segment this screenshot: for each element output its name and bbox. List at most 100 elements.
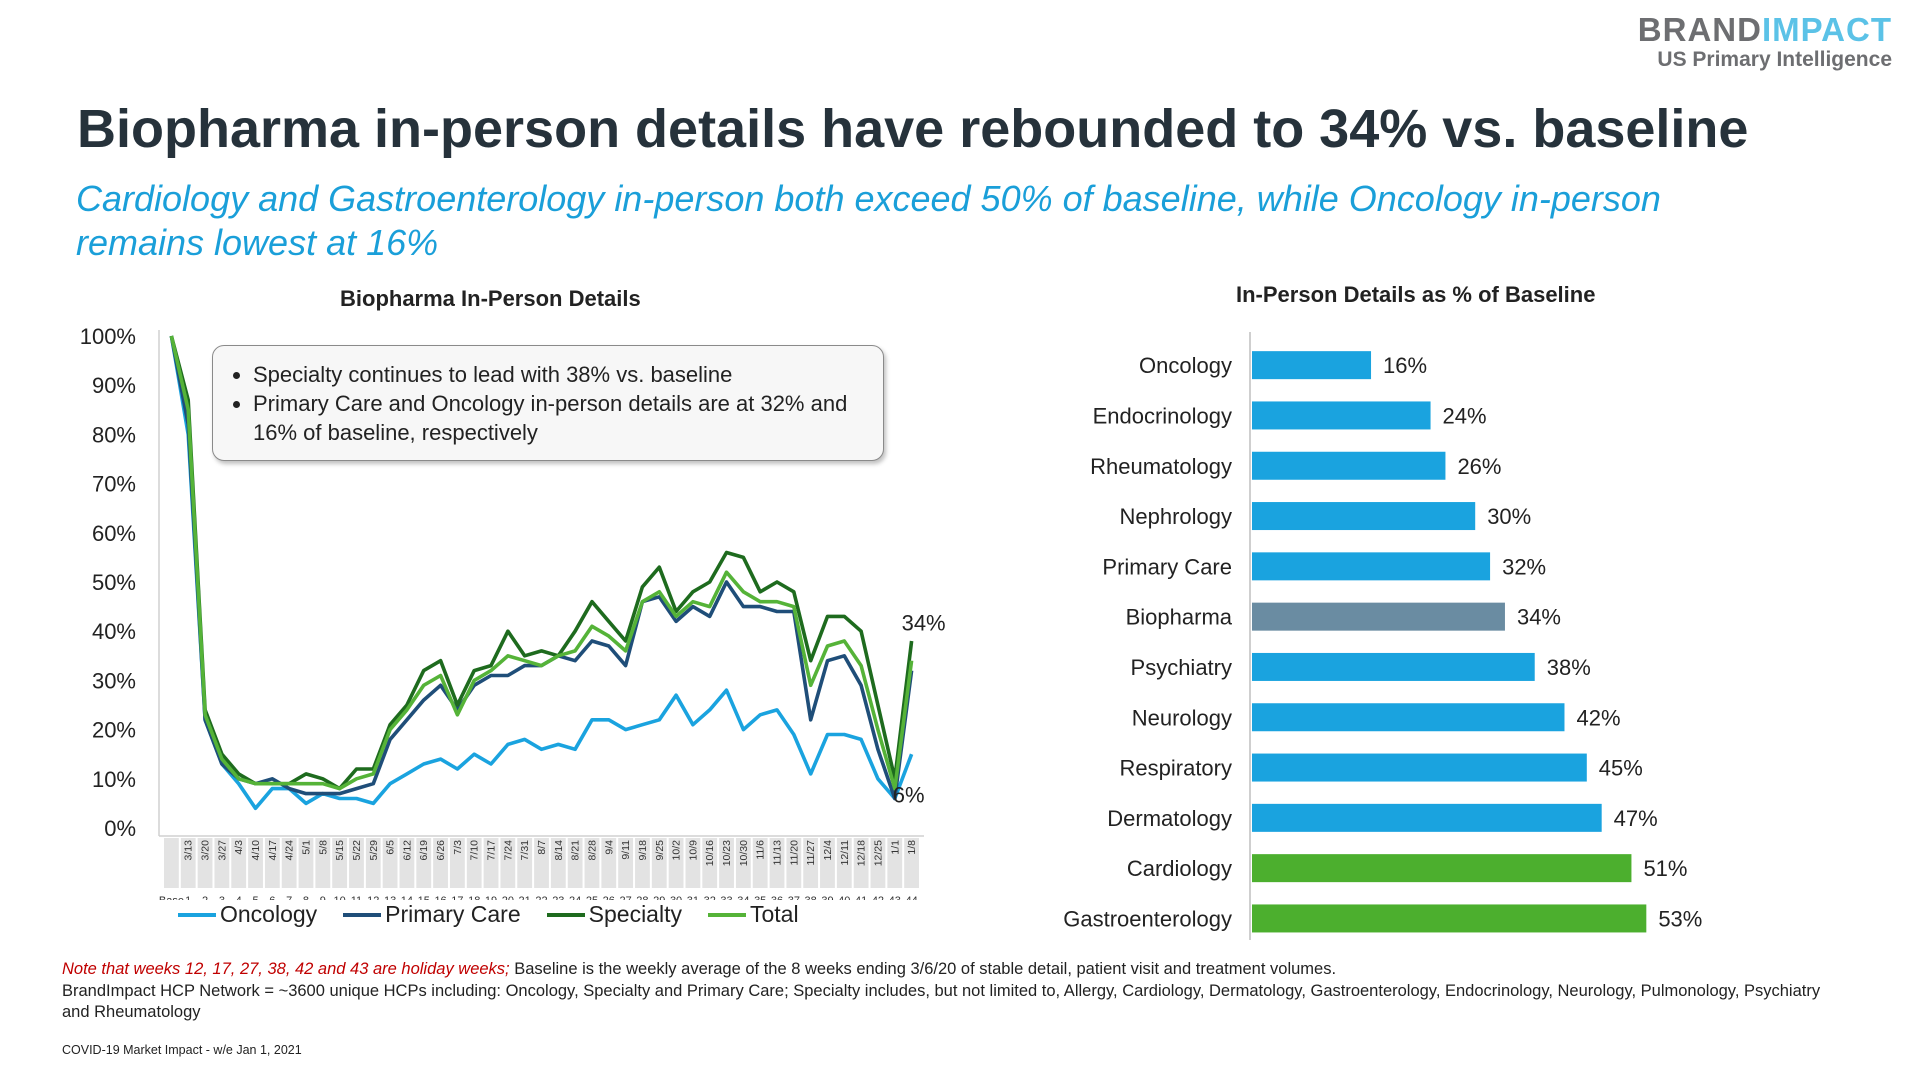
x-week-label: 22 bbox=[535, 895, 547, 900]
x-week-label: 32 bbox=[704, 895, 716, 900]
x-week-label: 17 bbox=[451, 895, 463, 900]
x-date-label: 12/25 bbox=[872, 840, 884, 866]
y-tick-label: 20% bbox=[92, 718, 136, 743]
x-date-label: 11/27 bbox=[805, 840, 817, 866]
legend-swatch bbox=[707, 912, 746, 917]
legend-swatch bbox=[343, 912, 382, 917]
x-category-band bbox=[248, 838, 263, 888]
x-category-band bbox=[719, 838, 734, 888]
bar-value-label: 53% bbox=[1658, 906, 1702, 931]
x-week-label: 6 bbox=[269, 895, 275, 900]
x-category-band bbox=[584, 838, 600, 888]
x-category-band bbox=[231, 838, 247, 888]
x-week-label: 4 bbox=[236, 895, 242, 900]
x-week-label: 16 bbox=[434, 895, 446, 900]
bar-value-label: 45% bbox=[1599, 756, 1643, 781]
x-category-band bbox=[500, 838, 516, 888]
bar-category-label: Neurology bbox=[1132, 705, 1232, 730]
bar-value-label: 51% bbox=[1643, 856, 1687, 881]
x-week-label: 25 bbox=[586, 895, 598, 900]
x-category-band bbox=[281, 838, 297, 888]
x-category-band bbox=[416, 838, 432, 888]
x-week-label: 40 bbox=[838, 895, 850, 900]
legend-item-total: Total bbox=[707, 901, 799, 928]
x-week-label: 14 bbox=[401, 895, 413, 900]
bar-value-label: 24% bbox=[1443, 403, 1487, 428]
x-date-label: 3/13 bbox=[183, 840, 195, 861]
bar-value-label: 42% bbox=[1576, 705, 1620, 730]
y-tick-label: 40% bbox=[92, 619, 136, 644]
bar-category-label: Endocrinology bbox=[1093, 403, 1232, 428]
x-week-label: 9 bbox=[320, 895, 326, 900]
legend-swatch bbox=[178, 912, 216, 917]
x-date-label: 4/17 bbox=[267, 840, 279, 861]
x-category-band bbox=[197, 838, 213, 888]
bar-category-label: Rheumatology bbox=[1090, 454, 1232, 479]
x-date-label: 1/1 bbox=[889, 840, 901, 855]
x-category-band bbox=[769, 838, 785, 888]
x-week-label: 21 bbox=[519, 895, 531, 900]
x-category-band bbox=[550, 838, 566, 888]
brand-logo-part2: IMPACT bbox=[1761, 11, 1892, 48]
bar bbox=[1252, 904, 1647, 933]
x-date-label: 12/18 bbox=[856, 840, 868, 866]
series-line-total bbox=[169, 335, 914, 791]
x-date-label: 7/3 bbox=[452, 840, 464, 855]
x-category-band bbox=[618, 838, 634, 888]
x-category-band bbox=[534, 838, 549, 888]
x-week-label: 12 bbox=[367, 895, 379, 900]
x-date-label: 8/21 bbox=[570, 840, 582, 861]
x-category-band bbox=[483, 838, 499, 888]
legend-label: Primary Care bbox=[385, 901, 521, 927]
bar bbox=[1252, 703, 1565, 732]
bar bbox=[1252, 552, 1491, 581]
x-category-band bbox=[332, 838, 348, 888]
x-category-band bbox=[853, 838, 869, 888]
x-week-label: 13 bbox=[384, 895, 396, 900]
x-date-label: 9/25 bbox=[654, 840, 666, 861]
bar bbox=[1252, 753, 1587, 782]
x-category-band bbox=[702, 838, 718, 888]
bar-value-label: 16% bbox=[1383, 353, 1427, 378]
bar bbox=[1252, 652, 1535, 681]
x-date-label: 6/5 bbox=[385, 840, 397, 855]
x-category-band bbox=[449, 838, 465, 888]
x-week-label: 34 bbox=[737, 895, 749, 900]
x-date-label: 6/12 bbox=[401, 840, 413, 861]
x-week-label: 31 bbox=[687, 895, 699, 900]
y-tick-label: 30% bbox=[92, 668, 136, 693]
x-date-label: 3/27 bbox=[216, 840, 228, 861]
x-date-label: 10/2 bbox=[671, 840, 683, 861]
x-date-label: 10/30 bbox=[738, 840, 750, 866]
x-week-label: 42 bbox=[872, 895, 884, 900]
x-date-label: 12/4 bbox=[822, 840, 834, 861]
x-week-label: 15 bbox=[418, 895, 430, 900]
bar bbox=[1252, 803, 1602, 832]
brand-logo-block: BRANDIMPACT US Primary Intelligence bbox=[1638, 12, 1892, 72]
bar-value-label: 34% bbox=[1517, 605, 1561, 630]
bar-category-label: Cardiology bbox=[1127, 856, 1232, 881]
x-week-label: 29 bbox=[653, 895, 665, 900]
bar-category-label: Respiratory bbox=[1120, 756, 1232, 781]
x-date-label: 8/14 bbox=[553, 840, 565, 861]
x-week-label: 35 bbox=[754, 895, 766, 900]
x-week-label: 20 bbox=[502, 895, 514, 900]
x-date-label: 5/8 bbox=[317, 840, 329, 855]
x-date-label: 4/3 bbox=[233, 840, 245, 855]
x-week-label: 7 bbox=[286, 895, 292, 900]
x-week-label: 39 bbox=[821, 895, 833, 900]
x-week-label: 37 bbox=[788, 895, 800, 900]
x-week-label: 36 bbox=[771, 895, 783, 900]
x-week-label: 24 bbox=[569, 895, 581, 900]
x-date-label: 5/29 bbox=[368, 840, 380, 861]
x-date-label: 7/17 bbox=[486, 840, 498, 861]
line-chart: 0% 10% 20% 30% 40% 50% 60% 70% 80% 90% 100% Base 3/1… bbox=[80, 324, 946, 900]
bar-category-label: Biopharma bbox=[1126, 605, 1233, 630]
x-category-band bbox=[399, 838, 415, 888]
note-baseline: Baseline is the weekly average of the 8 … bbox=[509, 960, 1337, 978]
x-date-label: 10/23 bbox=[721, 840, 733, 866]
x-category-band bbox=[315, 838, 331, 888]
x-category-band bbox=[836, 838, 852, 888]
x-week-label: 30 bbox=[670, 895, 682, 900]
x-category-band bbox=[786, 838, 802, 888]
